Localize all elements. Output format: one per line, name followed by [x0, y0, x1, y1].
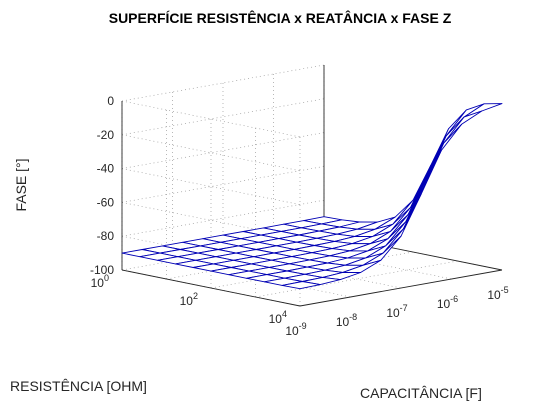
left-wall-gridline: [122, 135, 300, 171]
x-tick-label: 10-8: [336, 312, 357, 329]
x-tick-label: 10-5: [487, 285, 508, 302]
x-tick-label: 10-9: [285, 321, 306, 338]
x-tick-label: 10-6: [437, 294, 458, 311]
z-tick-label: -80: [97, 229, 115, 243]
z-tick-label: -100: [90, 263, 114, 277]
back-wall-gridline: [122, 99, 324, 135]
y-tick-label: 102: [180, 291, 198, 308]
x-tick-label: 10-7: [386, 303, 407, 320]
y-tick-label: 104: [269, 309, 287, 326]
y-axis-label: RESISTÊNCIA [OHM]: [10, 378, 147, 394]
x-axis-label: CAPACITÂNCIA [F]: [360, 385, 482, 401]
z-tick-label: -40: [97, 162, 115, 176]
chart-title: SUPERFÍCIE RESISTÊNCIA x REATÂNCIA x FAS…: [109, 9, 452, 26]
tick-labels: 10-9 10-8 10-7 10-6 10-51001021040-20-40-60-…: [90, 94, 509, 338]
z-tick-label: -60: [97, 195, 115, 209]
surface-mesh: [122, 104, 502, 289]
z-tick-label: -20: [97, 128, 115, 142]
z-axis-label: FASE [°]: [13, 158, 29, 211]
z-tick-label: 0: [107, 94, 114, 108]
